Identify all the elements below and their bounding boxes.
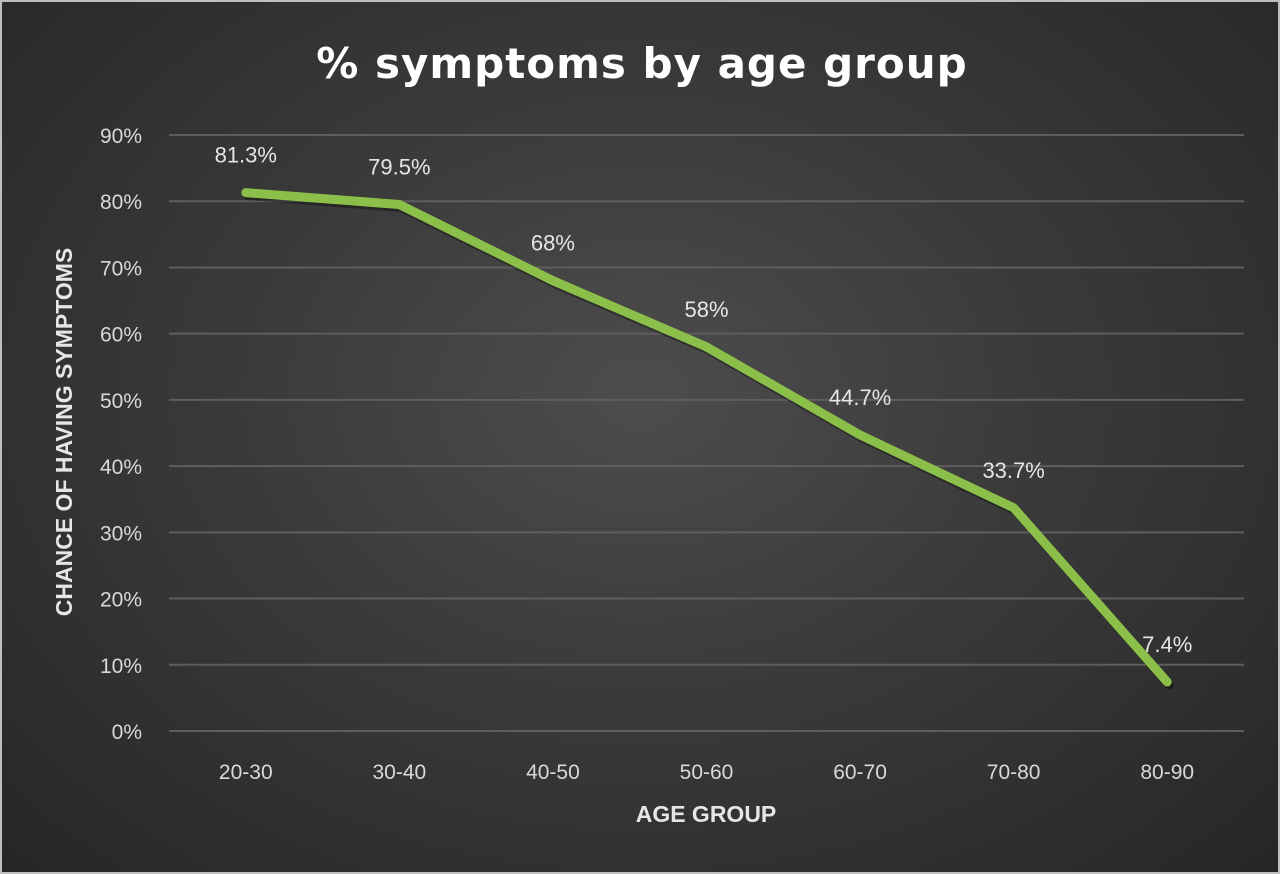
y-tick-label: 0% [112, 721, 142, 744]
y-tick-label: 10% [100, 655, 142, 678]
data-label: 44.7% [829, 385, 891, 410]
x-axis-title: AGE GROUP [636, 801, 777, 827]
y-axis-title: CHANCE OF HAVING SYMPTOMS [51, 248, 77, 616]
series-line [241, 188, 1172, 687]
y-tick-label: 50% [100, 390, 142, 413]
y-tick-label: 60% [100, 324, 142, 347]
data-label: 81.3% [215, 143, 277, 168]
x-tick-label: 60-70 [833, 761, 887, 784]
x-tick-label: 80-90 [1140, 761, 1194, 784]
chart-title: % symptoms by age group [316, 39, 967, 88]
x-tick-label: 70-80 [987, 761, 1041, 784]
data-label: 79.5% [368, 155, 430, 180]
x-tick-label: 20-30 [219, 761, 273, 784]
data-label: 58% [684, 297, 728, 322]
y-tick-label: 20% [100, 589, 142, 612]
y-tick-label: 40% [100, 456, 142, 479]
y-tick-label: 70% [100, 257, 142, 280]
x-tick-label: 50-60 [680, 761, 734, 784]
data-label: 33.7% [982, 458, 1044, 483]
y-tick-label: 90% [100, 125, 142, 148]
series-line-shadow [243, 191, 1174, 690]
data-label: 68% [531, 231, 575, 256]
y-tick-label: 30% [100, 522, 142, 545]
x-tick-label: 30-40 [372, 761, 426, 784]
y-tick-label: 80% [100, 191, 142, 214]
x-tick-label: 40-50 [526, 761, 580, 784]
data-label: 7.4% [1142, 632, 1192, 657]
